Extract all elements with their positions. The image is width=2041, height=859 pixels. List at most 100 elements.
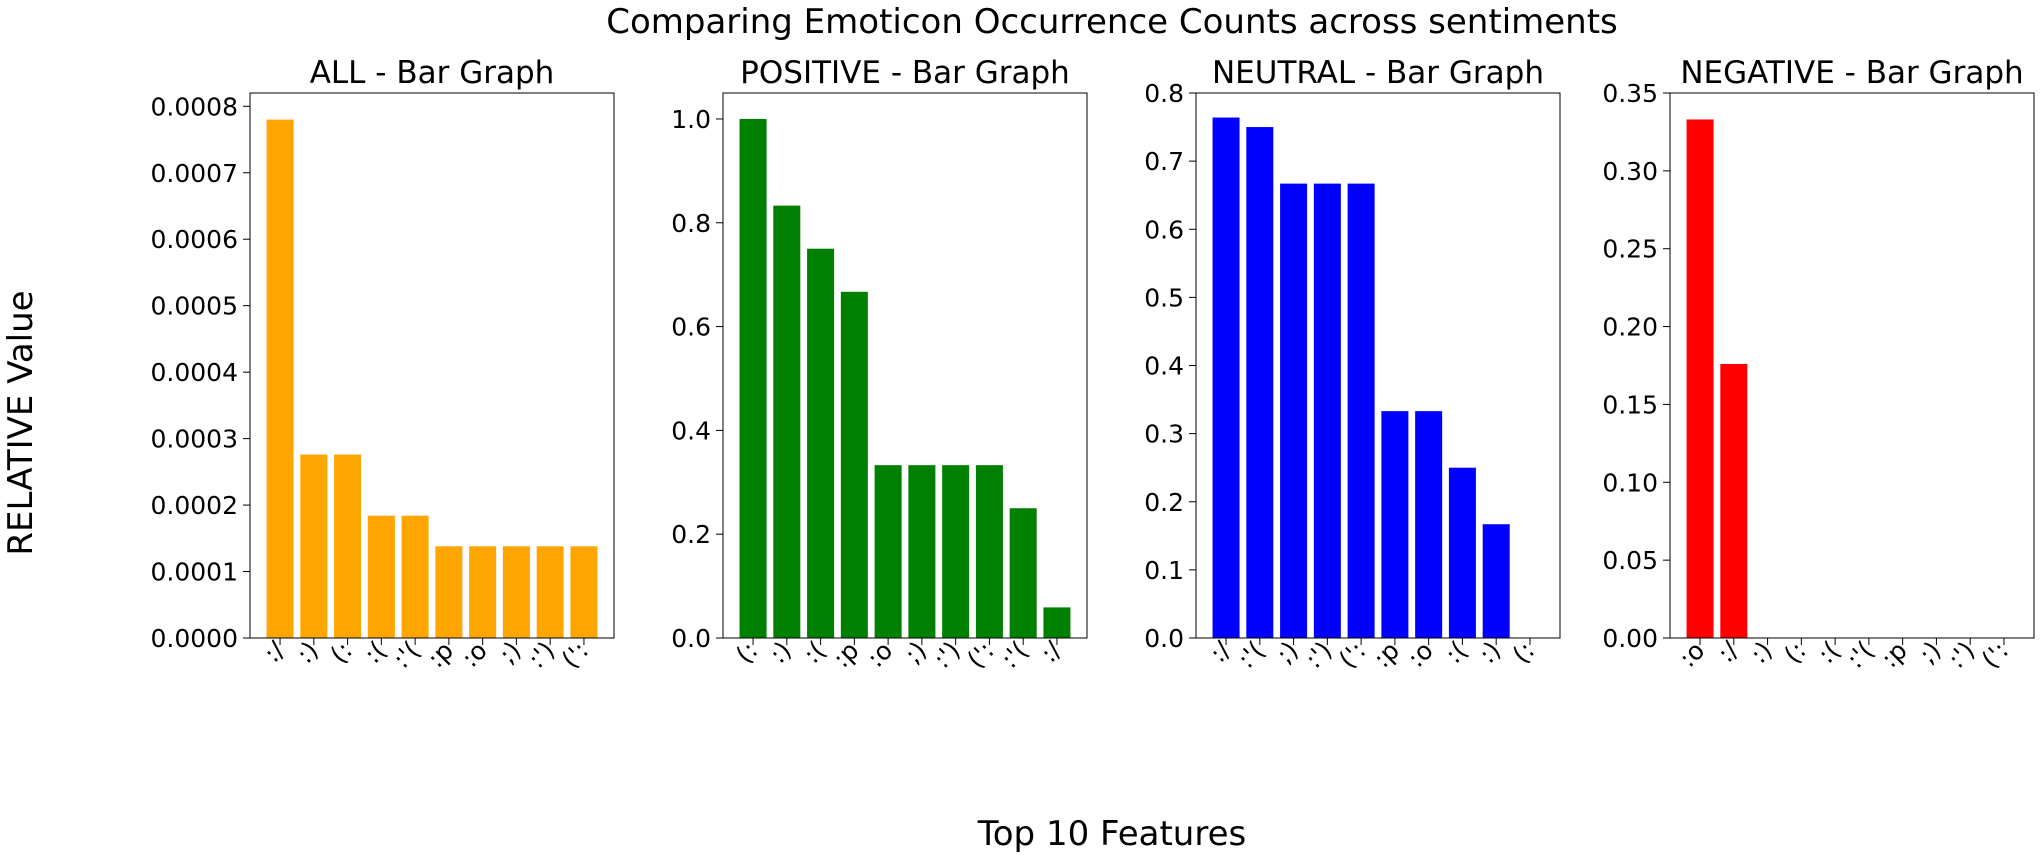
bar	[367, 515, 395, 638]
figure-x-label: Top 10 Features	[977, 814, 1246, 854]
x-tick-label: :'(	[387, 636, 425, 674]
x-tick-label: :o	[861, 636, 898, 673]
x-tick-label: (:	[1507, 636, 1540, 669]
bar	[1043, 607, 1071, 638]
x-tick-label: (:	[324, 636, 357, 669]
bar	[1482, 524, 1510, 638]
y-tick-label: 0.20	[1602, 313, 1658, 342]
y-tick-label: 0.7	[1144, 147, 1184, 176]
y-tick-label: 0.0004	[151, 358, 238, 387]
x-tick-label: :')	[1942, 636, 1980, 674]
x-tick-label: (':	[1333, 636, 1371, 674]
panel-title: POSITIVE - Bar Graph	[740, 55, 1070, 91]
y-tick-label: 0.8	[671, 209, 711, 238]
x-tick-label: (:	[1778, 636, 1811, 669]
bar	[1720, 363, 1748, 638]
y-tick-label: 0.10	[1602, 468, 1658, 497]
y-tick-label: 0.8	[1144, 79, 1184, 108]
x-tick-label: :o	[456, 636, 493, 673]
x-tick-label: (':	[961, 636, 999, 674]
x-tick-label: :)	[1473, 636, 1506, 669]
x-tick-label: :p	[1367, 636, 1405, 674]
panel-1: POSITIVE - Bar Graph 0.0 0.2 0.4 0.6 0.8 1.0 (:…	[671, 55, 1088, 674]
x-tick-label: :p	[421, 636, 459, 674]
bar	[300, 454, 328, 638]
bar	[975, 465, 1003, 638]
y-tick-label: 0.2	[671, 520, 711, 549]
bar	[570, 546, 598, 638]
bar	[469, 546, 497, 638]
bar	[1381, 411, 1409, 638]
x-tick-label: ;)	[1270, 636, 1303, 669]
bar	[1313, 183, 1341, 639]
y-tick-label: 0.6	[671, 313, 711, 342]
x-tick-label: :')	[522, 636, 560, 674]
y-tick-label: 0.0007	[151, 159, 238, 188]
bar	[908, 465, 936, 638]
y-tick-label: 0.25	[1602, 235, 1658, 264]
bar	[1448, 467, 1476, 638]
y-tick-label: 0.0	[671, 624, 711, 653]
x-tick-label: :(	[1812, 636, 1845, 669]
y-tick-label: 0.15	[1602, 390, 1658, 419]
x-tick-label: ;)	[1913, 636, 1946, 669]
bar	[334, 454, 362, 638]
panel-title: ALL - Bar Graph	[310, 55, 555, 91]
bar	[1280, 183, 1308, 639]
bar	[840, 291, 868, 638]
x-tick-label: :(	[797, 636, 830, 669]
bar	[266, 119, 294, 639]
panel-2: NEUTRAL - Bar Graph 0.0 0.1 0.2 0.3 0.4 0.5 0.6…	[1144, 55, 1561, 674]
plot-frame	[249, 92, 615, 639]
bar	[401, 515, 429, 638]
bar	[1212, 117, 1240, 638]
bar	[536, 546, 564, 638]
bar	[1686, 119, 1714, 639]
x-tick-label: (':	[556, 636, 594, 674]
y-tick-label: 0.05	[1602, 546, 1658, 575]
x-tick-label: :p	[827, 636, 865, 674]
x-tick-label: (':	[1976, 636, 2014, 674]
bar	[942, 465, 970, 638]
figure-y-label: RELATIVE Value	[1, 290, 41, 555]
y-tick-label: 0.0	[1144, 624, 1184, 653]
panel-title: NEUTRAL - Bar Graph	[1212, 55, 1544, 91]
y-tick-label: 0.0006	[151, 225, 238, 254]
figure-title: Comparing Emoticon Occurrence Counts acr…	[606, 2, 1618, 42]
x-tick-label: :o	[1673, 636, 1710, 673]
x-tick-label: :(	[358, 636, 391, 669]
bar	[1415, 411, 1443, 638]
y-tick-label: 0.0005	[151, 292, 238, 321]
y-tick-label: 0.30	[1602, 157, 1658, 186]
y-tick-label: 0.0001	[151, 558, 238, 587]
bar	[502, 546, 530, 638]
x-tick-label: :'(	[995, 636, 1033, 674]
x-tick-label: (:	[730, 636, 763, 669]
x-tick-label: :')	[928, 636, 966, 674]
x-tick-label: :)	[291, 636, 324, 669]
y-tick-label: 0.0000	[151, 624, 238, 653]
bar	[1347, 183, 1375, 639]
x-tick-label: :')	[1299, 636, 1337, 674]
x-tick-label: :/	[1035, 635, 1068, 668]
y-tick-label: 0.3	[1144, 420, 1184, 449]
x-tick-label: :/	[258, 635, 291, 668]
x-tick-label: :'(	[1841, 636, 1879, 674]
y-tick-label: 0.5	[1144, 283, 1184, 312]
bar	[435, 546, 463, 638]
plot-frame	[722, 92, 1088, 639]
y-tick-label: 0.2	[1144, 488, 1184, 517]
bar	[1009, 508, 1037, 638]
y-tick-label: 1.0	[671, 105, 711, 134]
x-tick-label: :)	[764, 636, 797, 669]
x-tick-label: ;)	[493, 636, 526, 669]
bar	[874, 465, 902, 638]
x-tick-label: :'(	[1232, 636, 1270, 674]
x-tick-label: ;)	[899, 636, 932, 669]
y-tick-label: 0.00	[1602, 624, 1658, 653]
y-tick-label: 0.0002	[151, 491, 238, 520]
plot-frame	[1669, 92, 2035, 639]
x-tick-label: :p	[1875, 636, 1913, 674]
y-tick-label: 0.4	[671, 416, 711, 445]
